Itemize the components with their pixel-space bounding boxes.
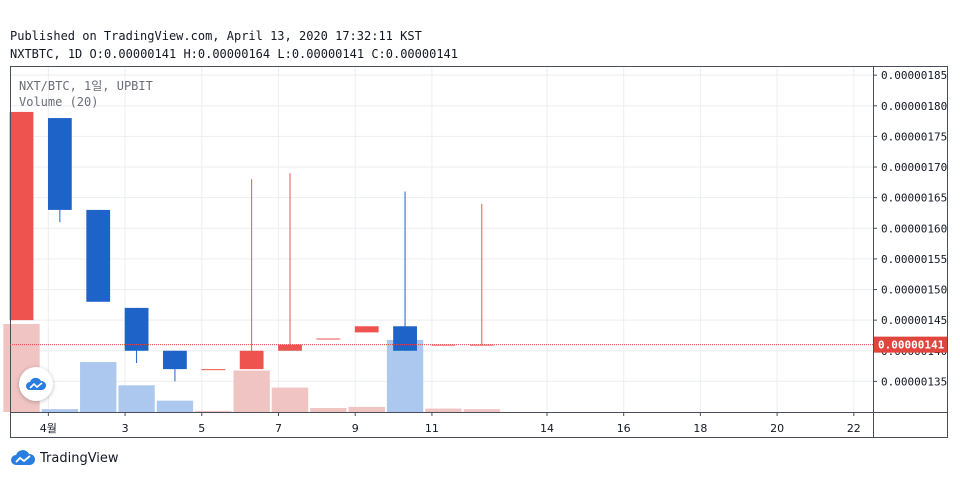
volume-legend[interactable]: Volume (20) <box>19 95 99 109</box>
volume-bar <box>463 409 500 412</box>
time-tick-label: 4월 <box>40 422 57 435</box>
price-tick-label: 0.00000185 <box>881 69 947 82</box>
price-tick-label: 0.00000150 <box>881 284 947 297</box>
price-tick-label: 0.00000175 <box>881 130 947 143</box>
interval-label: 1D <box>67 47 83 61</box>
price-tick-label: 0.00000155 <box>881 253 947 266</box>
price-tick-label: 0.00000160 <box>881 222 947 235</box>
price-tick-label: 0.00000170 <box>881 161 947 174</box>
time-tick-label: 14 <box>540 422 554 435</box>
time-axis[interactable]: 4월 3 5 7 9 11 14 16 18 20 22 <box>40 412 861 435</box>
ticker-label: NXTBTC, <box>10 47 61 61</box>
volume-bar <box>271 387 309 412</box>
time-tick-label: 18 <box>693 422 707 435</box>
candle-body <box>431 344 456 346</box>
published-info: Published on TradingView.com, April 13, … <box>10 29 422 43</box>
outer-border <box>10 66 948 438</box>
tradingview-brand[interactable]: TradingView <box>10 450 119 466</box>
volume-bar <box>233 370 270 412</box>
volume-bar <box>156 400 194 412</box>
volume-bar <box>425 408 462 412</box>
candle-body <box>47 118 72 210</box>
volume-bar <box>195 410 232 412</box>
brand-name: TradingView <box>40 450 119 466</box>
candle-body <box>469 344 494 346</box>
candle-body <box>393 326 417 351</box>
chart-frame <box>10 66 948 438</box>
time-tick-label: 7 <box>275 422 282 435</box>
candle-body <box>239 350 264 370</box>
time-tick-label: 22 <box>847 422 861 435</box>
volume-bar <box>41 409 79 412</box>
candle-body <box>354 326 379 333</box>
volume-bar <box>118 385 155 412</box>
close-value: C:0.00000141 <box>371 47 459 61</box>
time-tick-label: 5 <box>198 422 205 435</box>
candle-body <box>278 344 302 351</box>
open-value: O:0.00000141 <box>89 47 177 61</box>
candlesticks <box>9 111 494 382</box>
symbol-legend[interactable]: NXT/BTC, 1일, UPBIT <box>19 79 153 93</box>
price-tick-label: 0.00000180 <box>881 100 947 113</box>
tradingview-badge[interactable] <box>19 367 53 401</box>
last-price-box <box>874 336 947 353</box>
candle-body <box>163 350 187 370</box>
candle-body <box>9 111 34 321</box>
price-axis[interactable]: 0.000001350.000001400.000001450.00000150… <box>873 69 947 388</box>
time-tick-label: 3 <box>122 422 129 435</box>
volume-bar <box>386 339 424 412</box>
candle-body <box>316 338 341 340</box>
price-tick-label: 0.00000165 <box>881 192 947 205</box>
high-value: H:0.00000164 <box>183 47 271 61</box>
volume-bar <box>310 408 347 412</box>
price-tick-label: 0.00000135 <box>881 375 947 388</box>
candle-body <box>86 209 111 302</box>
price-tick-label: 0.00000145 <box>881 314 947 327</box>
last-price-label: 0.00000141 <box>878 339 945 352</box>
chart-grid <box>10 66 873 412</box>
tradingview-logo-icon <box>11 450 36 465</box>
ohlc-line: NXTBTC, 1D O:0.00000141 H:0.00000164 L:0… <box>10 47 458 61</box>
volume-bar <box>348 406 385 412</box>
time-tick-label: 16 <box>617 422 631 435</box>
tradingview-cloud-icon <box>26 377 47 390</box>
candle-body <box>124 307 149 351</box>
time-tick-label: 11 <box>425 422 439 435</box>
time-tick-label: 20 <box>770 422 784 435</box>
volume-bar <box>80 362 117 412</box>
low-value: L:0.00000141 <box>277 47 365 61</box>
time-tick-label: 9 <box>352 422 359 435</box>
last-price-marker: 0.00000141 <box>10 336 947 353</box>
candle-body <box>201 369 226 371</box>
